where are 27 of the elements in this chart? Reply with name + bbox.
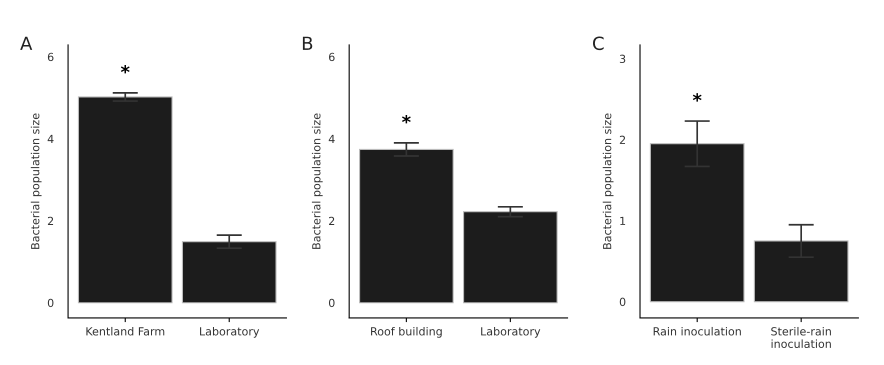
y-tick-label: 1 bbox=[620, 216, 626, 225]
y-tick-label: 0 bbox=[48, 298, 54, 308]
x-tick-label: Roof building bbox=[371, 326, 442, 338]
y-tick-label: 4 bbox=[48, 134, 54, 143]
y-tick-label: 3 bbox=[620, 54, 626, 64]
x-tick-label: Rain inoculation bbox=[654, 326, 741, 336]
chart-title: A bbox=[20, 36, 32, 50]
y-tick-label: 0 bbox=[620, 298, 626, 306]
chart-title: B bbox=[302, 36, 312, 50]
y-axis-title: Bacterial population size bbox=[312, 113, 323, 249]
annotation: * bbox=[692, 93, 702, 102]
x-tick-label: Kentland Farm bbox=[86, 326, 164, 336]
y-tick-label: 2 bbox=[620, 136, 626, 144]
chart-title: C bbox=[592, 36, 604, 50]
annotation: * bbox=[120, 64, 130, 74]
y-tick-label: 4 bbox=[328, 134, 335, 143]
y-tick-label: 2 bbox=[329, 216, 334, 225]
x-tick-label: Laboratory bbox=[481, 326, 540, 338]
x-tick-label: Sterile-rain inoculation bbox=[771, 326, 831, 348]
y-tick-label: 6 bbox=[329, 52, 335, 62]
y-axis-title: Bacterial population size bbox=[30, 113, 42, 249]
x-tick-label: Laboratory bbox=[200, 326, 260, 338]
annotation: * bbox=[402, 115, 411, 124]
y-tick-label: 0 bbox=[328, 298, 335, 308]
y-tick-label: 6 bbox=[48, 52, 54, 62]
y-axis-title: Bacterial population size bbox=[602, 113, 614, 249]
y-tick-label: 2 bbox=[48, 216, 54, 225]
